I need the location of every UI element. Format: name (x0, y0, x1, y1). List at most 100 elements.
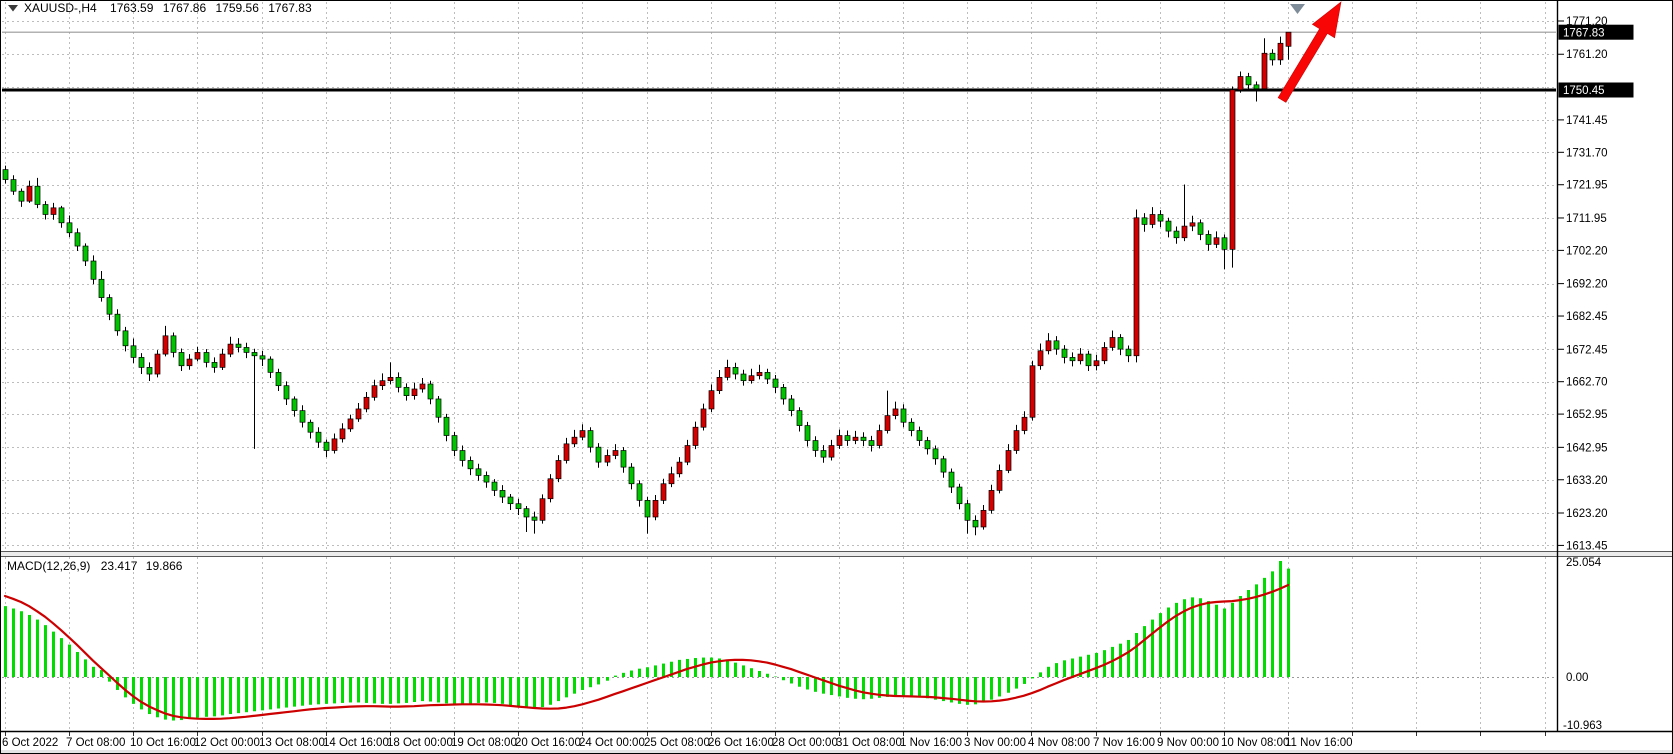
time-axis-label: 18 Oct 00:00 (387, 737, 453, 749)
candle-body (876, 430, 883, 446)
candle-body (186, 358, 193, 367)
candle (732, 362, 739, 380)
candle (844, 430, 851, 446)
candle (339, 423, 346, 443)
candle (251, 348, 258, 449)
candle (1245, 72, 1252, 91)
candle-body (1229, 89, 1236, 250)
candle-body (716, 377, 723, 392)
candle-body (90, 260, 97, 280)
candle (644, 496, 651, 534)
candle-body (636, 483, 643, 501)
price-chart-pane[interactable] (2, 2, 1557, 551)
candle-body (644, 500, 651, 518)
candle-body (948, 471, 955, 488)
candle (1013, 424, 1020, 454)
macd-indicator-pane[interactable] (2, 557, 1557, 731)
candle-body (130, 345, 137, 358)
candle-body (1013, 430, 1020, 451)
candle (547, 474, 554, 503)
candle (740, 369, 747, 386)
ohlc-open: 1763.59 (110, 1, 154, 15)
candle-body (227, 343, 234, 355)
candle-body (411, 388, 418, 396)
candle (435, 395, 442, 423)
candle-body (435, 398, 442, 418)
candle-body (531, 516, 538, 521)
candle-body (66, 222, 73, 234)
candle (1189, 215, 1196, 232)
candle (411, 382, 418, 400)
candle (1229, 86, 1236, 268)
candle-body (1213, 237, 1220, 245)
candle (820, 445, 827, 463)
candle-body (347, 418, 354, 430)
candle-body (732, 367, 739, 375)
candle-body (42, 204, 49, 215)
candle-body (708, 390, 715, 410)
symbol-dropdown-icon[interactable] (8, 5, 18, 12)
candle-body (371, 385, 378, 398)
candle (700, 403, 707, 431)
candle-body (620, 450, 627, 468)
candle (243, 342, 250, 359)
symbol-period-label: XAUUSD-,H4 (24, 1, 97, 15)
candle (964, 499, 971, 534)
candle-body (1061, 348, 1068, 358)
candle (523, 506, 530, 532)
candle-body (1197, 222, 1204, 235)
candle-body (491, 481, 498, 491)
candle (972, 515, 979, 536)
candle-body (796, 410, 803, 426)
candle (676, 457, 683, 478)
indicator-title: MACD(12,26,9) 23.417 19.866 (7, 559, 183, 573)
candle-body (1157, 214, 1164, 222)
candle (1101, 342, 1108, 365)
candle-body (26, 185, 33, 202)
candle-body (932, 448, 939, 460)
candle (146, 362, 153, 382)
trend-arrow-annotation[interactable] (1277, 1, 1342, 103)
candle-body (676, 461, 683, 475)
candle-body (980, 509, 987, 528)
candle-body (1101, 347, 1108, 362)
candle-body (555, 460, 562, 480)
price-axis-label: 1633.20 (1566, 475, 1608, 487)
candle-body (1149, 214, 1156, 225)
candle-body (331, 438, 338, 451)
candle-body (836, 435, 843, 446)
candle-body (652, 500, 659, 518)
time-axis-label: 28 Oct 00:00 (772, 737, 838, 749)
candle (130, 338, 137, 364)
candle-body (780, 386, 787, 400)
candle-body (1173, 230, 1180, 239)
candle-body (756, 372, 763, 377)
indicator-signal-value: 19.866 (146, 559, 183, 573)
candle-body (467, 460, 474, 470)
candle (628, 463, 635, 490)
candle-body (1077, 353, 1084, 362)
candle-body (595, 446, 602, 463)
candle-body (283, 385, 290, 400)
price-axis-label: 1721.95 (1566, 180, 1608, 192)
candle (395, 372, 402, 393)
candle (756, 364, 763, 380)
candle (2, 165, 9, 184)
candle (419, 378, 426, 393)
candle-body (1109, 337, 1116, 348)
candle (443, 413, 450, 442)
candle (716, 370, 723, 394)
price-axis[interactable]: 1771.201761.201741.451731.701721.951711.… (1556, 0, 1634, 732)
candle-body (692, 426, 699, 446)
candle (724, 359, 731, 381)
candle-body (1269, 52, 1276, 61)
candle-body (1261, 52, 1268, 90)
pane-splitter[interactable] (0, 551, 1673, 557)
macd-axis-max: 25.054 (1566, 557, 1602, 569)
candle-body (395, 377, 402, 388)
candle-body (82, 245, 89, 262)
candle (876, 424, 883, 449)
price-axis-label: 1652.95 (1566, 409, 1608, 421)
candle-body (1189, 222, 1196, 227)
